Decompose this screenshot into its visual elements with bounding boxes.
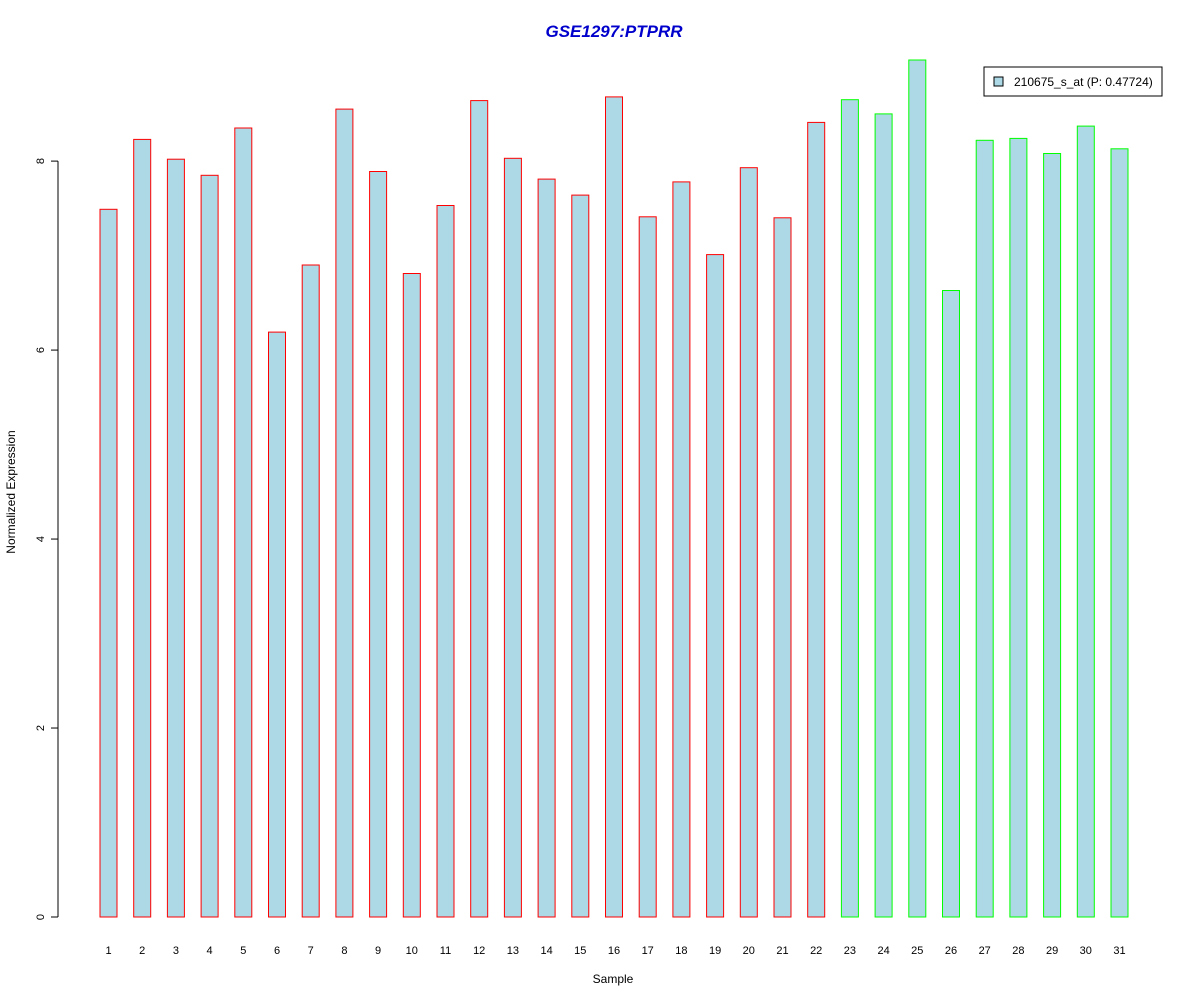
x-tick-label: 12 [473, 945, 485, 957]
x-tick-label: 29 [1046, 945, 1058, 957]
x-tick-label: 31 [1113, 945, 1125, 957]
x-axis-label: Sample [593, 972, 634, 986]
bar [1110, 148, 1129, 918]
bar [99, 208, 118, 918]
bar [436, 205, 455, 918]
x-tick-label: 30 [1080, 945, 1092, 957]
chart-title: GSE1297:PTPRR [546, 22, 684, 41]
x-tick-label: 4 [207, 945, 213, 957]
x-tick-label: 8 [341, 945, 347, 957]
x-tick-label: 23 [844, 945, 856, 957]
bar [638, 216, 657, 918]
bar [301, 264, 320, 918]
x-tick-labels: 1 2 3 4 5 6 7 8 9 10 11 12 13 14 15 16 17 18 19 20 21 22 23 24 2… [105, 945, 1125, 957]
x-tick-label: 10 [406, 945, 418, 957]
x-tick-label: 2 [139, 945, 145, 957]
bar [874, 113, 893, 918]
bar [1009, 137, 1028, 918]
bar [605, 96, 623, 918]
y-tick-label: 0 [35, 914, 47, 920]
x-tick-label: 20 [743, 945, 755, 957]
x-tick-label: 1 [105, 945, 111, 957]
bar [840, 99, 859, 918]
legend: 210675_s_at (P: 0.47724) [983, 66, 1163, 97]
bar [133, 138, 152, 918]
x-tick-label: 6 [274, 945, 280, 957]
bar [335, 108, 354, 918]
bar [1043, 153, 1062, 918]
x-tick-label: 16 [608, 945, 620, 957]
x-tick-label: 26 [945, 945, 957, 957]
bars [99, 59, 1129, 918]
bar [234, 127, 253, 918]
y-tick-label: 8 [35, 158, 47, 164]
bar [807, 121, 826, 918]
bar [537, 178, 556, 918]
bar [706, 254, 725, 918]
y-tick-label: 4 [35, 536, 47, 542]
bar [672, 181, 691, 918]
x-tick-label: 24 [877, 945, 889, 957]
x-tick-label: 28 [1012, 945, 1024, 957]
y-axis: 0 2 4 6 8 [35, 158, 59, 920]
bar [571, 194, 590, 918]
bar [268, 331, 286, 918]
x-tick-label: 25 [911, 945, 923, 957]
x-tick-label: 3 [173, 945, 179, 957]
x-tick-label: 17 [642, 945, 654, 957]
x-tick-label: 11 [440, 945, 451, 957]
x-tick-label: 13 [507, 945, 519, 957]
x-tick-label: 19 [709, 945, 721, 957]
x-tick-label: 22 [810, 945, 822, 957]
x-tick-label: 18 [675, 945, 687, 957]
bar [200, 174, 219, 918]
x-tick-label: 7 [308, 945, 314, 957]
y-tick-label: 6 [35, 347, 47, 353]
bar [470, 100, 489, 918]
bar [739, 167, 758, 918]
legend-box [983, 66, 1163, 97]
x-tick-label: 5 [240, 945, 246, 957]
bar [503, 157, 522, 918]
legend-label: 210675_s_at (P: 0.47724) [1014, 75, 1153, 89]
y-tick-label: 2 [35, 725, 47, 731]
bar [773, 217, 792, 918]
x-tick-label: 27 [979, 945, 991, 957]
bar [975, 139, 994, 918]
x-tick-label: 15 [574, 945, 586, 957]
x-tick-label: 21 [776, 945, 788, 957]
bar [166, 158, 185, 918]
y-axis-label: Normalized Expression [4, 430, 18, 553]
bar [369, 171, 388, 918]
x-tick-label: 14 [540, 945, 552, 957]
bar [908, 59, 927, 918]
bar [1076, 125, 1095, 918]
x-tick-label: 9 [375, 945, 381, 957]
bar [402, 273, 421, 918]
bar [942, 290, 960, 918]
legend-swatch [993, 76, 1004, 87]
